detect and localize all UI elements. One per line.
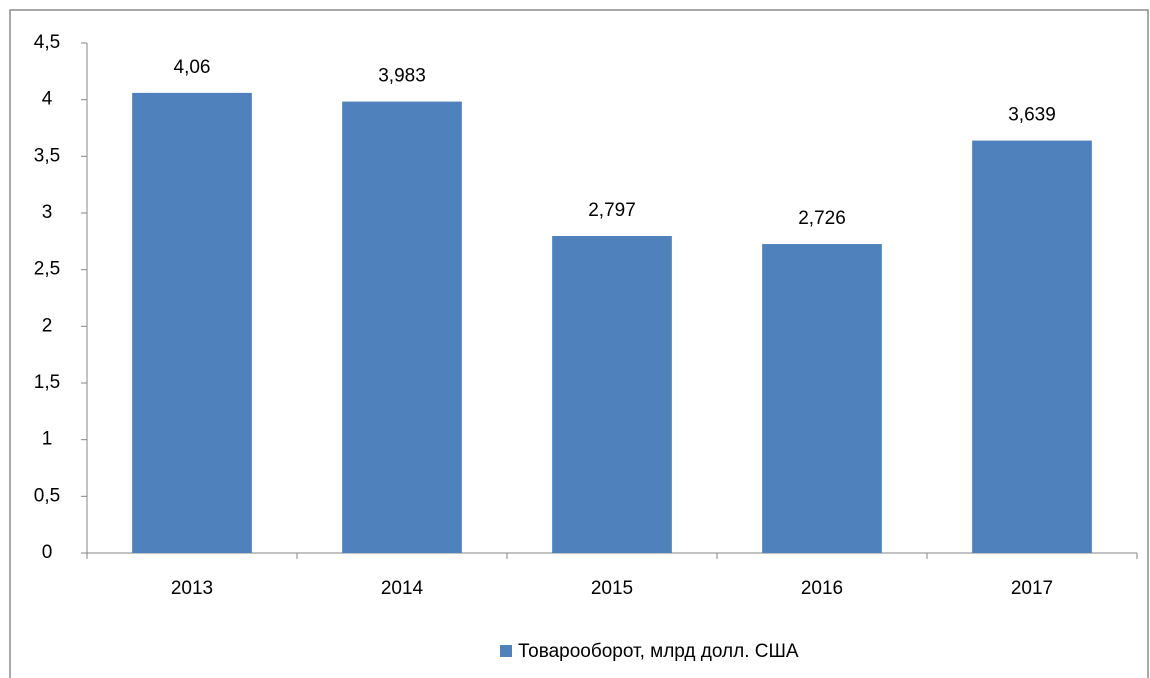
bar xyxy=(762,244,882,553)
legend-label: Товарооборот, млрд долл. США xyxy=(518,641,799,662)
bar xyxy=(552,236,672,554)
legend-swatch xyxy=(500,645,512,657)
y-tick-label: 4 xyxy=(42,89,53,110)
data-label: 4,06 xyxy=(174,57,211,78)
y-tick-label: 2,5 xyxy=(34,259,60,280)
bar xyxy=(972,140,1092,553)
x-tick-label: 2016 xyxy=(801,578,843,599)
y-tick-label: 4,5 xyxy=(34,32,60,53)
data-label: 2,797 xyxy=(588,200,636,221)
chart-frame xyxy=(9,9,1149,678)
bar xyxy=(342,101,462,554)
bar xyxy=(132,92,252,553)
data-label: 3,639 xyxy=(1008,105,1056,126)
x-tick-label: 2014 xyxy=(381,578,424,599)
y-tick-label: 3,5 xyxy=(34,145,60,166)
x-tick-label: 2013 xyxy=(171,578,213,599)
x-tick-label: 2017 xyxy=(1011,578,1053,599)
data-label: 3,983 xyxy=(378,66,426,87)
x-tick-label: 2015 xyxy=(591,578,633,599)
y-tick-label: 1 xyxy=(42,429,53,450)
data-label: 2,726 xyxy=(798,208,846,229)
y-tick-label: 3 xyxy=(42,202,53,223)
y-tick-label: 2 xyxy=(42,315,53,336)
y-tick-label: 0 xyxy=(42,542,53,563)
y-tick-label: 1,5 xyxy=(34,372,60,393)
y-tick-label: 0,5 xyxy=(34,485,60,506)
